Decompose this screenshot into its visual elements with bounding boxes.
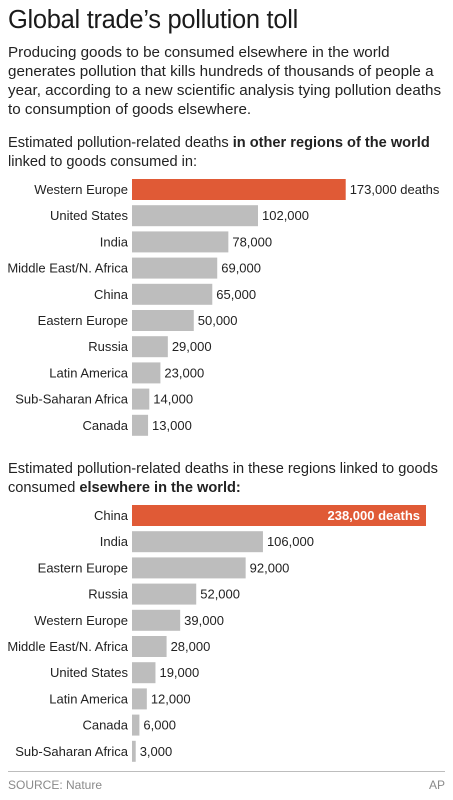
category-label: United States [50,665,129,680]
section2-label-bold: elsewhere in the world: [79,480,241,496]
value-label: 12,000 [151,691,191,706]
chart-consumed-in: Western Europe 173,000 deaths United State… [7,179,440,436]
bar [132,662,156,684]
footer-divider [8,771,445,772]
category-label: Middle East/N. Africa [7,261,128,276]
category-label: Western Europe [34,613,128,628]
bar [132,531,263,553]
bar [132,283,213,305]
category-label: Eastern Europe [38,560,128,575]
credit: AP [428,778,445,792]
value-label: 238,000 deaths [327,508,420,523]
value-label: 14,000 [153,392,193,407]
bar [132,362,161,384]
category-label: Sub-Saharan Africa [15,744,129,759]
bar [132,257,218,279]
category-label: Canada [82,718,128,733]
value-label: 6,000 [143,718,176,733]
category-label: China [94,287,129,302]
value-label: 29,000 [172,339,212,354]
value-label: 65,000 [216,287,256,302]
bar [132,231,229,253]
category-label: Sub-Saharan Africa [15,392,129,407]
value-label: 69,000 [221,261,261,276]
section1-label: Estimated pollution-related deaths in ot… [8,134,448,172]
bar [132,414,149,436]
chart-consumed-elsewhere: China 238,000 deaths India 106,000 Eastern E… [7,505,426,762]
bar [132,688,147,710]
value-label: 39,000 [184,613,224,628]
category-label: Latin America [49,365,129,380]
category-label: India [100,534,129,549]
category-label: Russia [88,587,129,602]
bar [132,310,194,331]
category-label: Latin America [49,691,129,706]
bar-highlight [132,505,426,526]
value-label: 50,000 [198,313,238,328]
category-label: United States [50,208,129,223]
value-label: 106,000 [267,534,314,549]
value-label: 3,000 [140,744,173,759]
bar [132,205,258,227]
category-label: Eastern Europe [38,313,128,328]
section1-label-bold: in other regions of the world [232,135,430,151]
value-label: 92,000 [250,560,290,575]
bar [132,636,167,657]
section1-label-prefix: Estimated pollution-related deaths [8,135,233,151]
value-label: 52,000 [200,587,240,602]
value-label: 19,000 [159,665,199,680]
category-label: Western Europe [34,182,128,197]
value-label: 102,000 [262,208,309,223]
category-label: Canada [82,418,128,433]
bar [132,557,246,579]
section1-label-suffix: linked to goods consumed in: [8,154,198,170]
chart-title: Global trade’s pollution toll [8,6,298,34]
value-label: 28,000 [171,639,211,654]
value-label: 78,000 [232,234,272,249]
source-note: SOURCE: Nature [8,778,103,792]
category-label: China [94,508,129,523]
bar [132,609,181,631]
intro-text: Producing goods to be consumed elsewhere… [8,44,442,118]
value-label: 13,000 [152,418,192,433]
category-label: Middle East/N. Africa [7,639,128,654]
category-label: Russia [88,339,129,354]
bar [132,714,140,736]
section2-label: Estimated pollution-related deaths in th… [8,460,448,498]
value-label: 173,000 deaths [350,182,440,197]
value-label: 23,000 [164,365,204,380]
bar [132,388,150,410]
category-label: India [100,234,129,249]
bar-highlight [132,179,346,200]
bar [132,583,197,605]
bar [132,740,136,762]
bar [132,336,168,358]
section2-label-prefix: Estimated pollution-related deaths in th… [8,461,438,496]
